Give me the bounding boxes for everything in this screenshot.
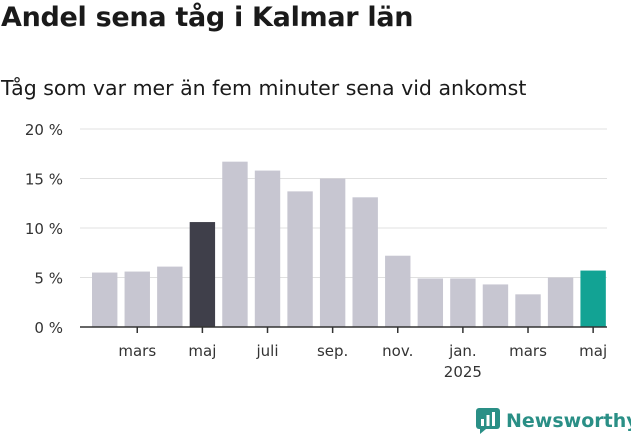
y-tick-label: 0 % (34, 319, 63, 337)
bar (482, 284, 509, 327)
y-tick-label: 10 % (25, 220, 63, 238)
y-tick-label: 15 % (25, 171, 63, 189)
y-tick-label: 5 % (34, 270, 63, 288)
bar (417, 278, 444, 327)
newsworthy-logo[interactable]: Newsworthy (476, 408, 631, 434)
x-tick-label: maj (579, 342, 607, 360)
bar (319, 178, 346, 327)
bar (254, 170, 281, 327)
bar (580, 270, 606, 327)
bar (189, 222, 216, 327)
x-tick-label: sep. (317, 342, 348, 360)
bar (450, 278, 476, 327)
x-tick-label: maj (188, 342, 216, 360)
bar (287, 191, 313, 327)
chart-subtitle: Tåg som var mer än fem minuter sena vid … (1, 76, 527, 100)
y-tick-label: 20 % (25, 121, 63, 139)
bar (124, 271, 150, 327)
brand-name: Newsworthy (506, 410, 631, 432)
bar (222, 161, 248, 327)
bar (385, 255, 411, 327)
bar (515, 294, 541, 327)
bar (547, 277, 574, 327)
bar-chart: 0 % 5 % 10 % 15 % 20 % mars maj juli sep. nov. jan… (25, 121, 607, 381)
x-tick-sublabel: 2025 (444, 363, 482, 381)
bar (92, 272, 118, 327)
x-tick-label: jan. (448, 342, 477, 360)
x-tick-label: nov. (382, 342, 413, 360)
bar (157, 266, 183, 327)
x-tick-label: mars (509, 342, 547, 360)
bar (352, 197, 378, 327)
chart-title: Andel sena tåg i Kalmar län (1, 2, 414, 33)
newsworthy-icon (476, 408, 500, 434)
x-tick-label: juli (256, 342, 279, 360)
x-tick-label: mars (118, 342, 156, 360)
